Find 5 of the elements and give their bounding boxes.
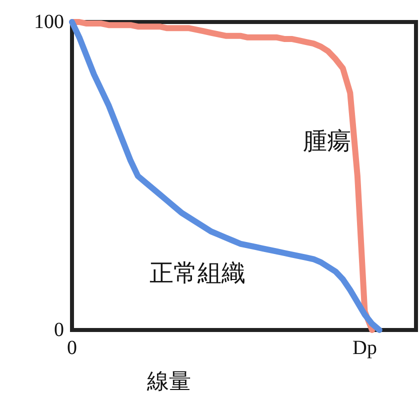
x-axis-title: 線量 [146, 368, 191, 394]
y-tick-label: 100 [34, 11, 64, 33]
series-label: 腫瘍 [303, 128, 352, 155]
x-tick-label: Dp [352, 337, 377, 359]
series-label: 正常組織 [150, 261, 246, 288]
